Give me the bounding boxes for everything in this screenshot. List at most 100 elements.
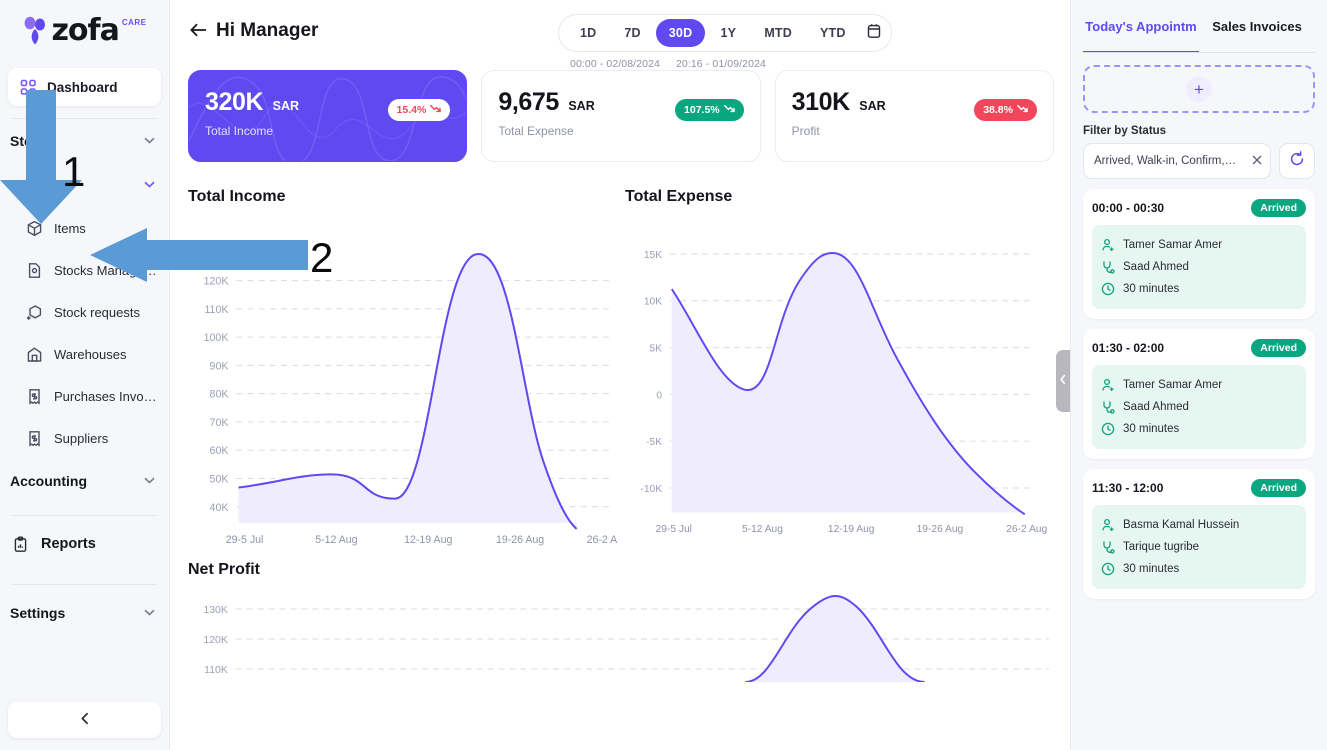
kpi-value: 9,675 bbox=[498, 88, 559, 116]
svg-text:70K: 70K bbox=[210, 417, 229, 429]
svg-text:12-19 Aug: 12-19 Aug bbox=[828, 524, 875, 535]
sidebar-item-items[interactable]: Items bbox=[0, 207, 169, 249]
receipt-icon bbox=[26, 388, 43, 405]
sidebar-group-stock[interactable]: Stock bbox=[0, 163, 169, 207]
svg-text:130K: 130K bbox=[203, 605, 227, 616]
range-7d[interactable]: 7D bbox=[624, 26, 641, 40]
trend-down-icon bbox=[723, 104, 735, 116]
chart-total-income: Total Income 120K 110K 100K 90K 8 bbox=[188, 188, 617, 547]
sidebar: zofa CARE Dashboard Store Sto bbox=[0, 0, 170, 750]
kpi-label: Total Expense bbox=[498, 124, 574, 138]
sidebar-item-label: Reports bbox=[41, 536, 96, 552]
appointment-duration: 30 minutes bbox=[1123, 423, 1180, 435]
svg-text:26-2 Aug: 26-2 Aug bbox=[1006, 524, 1047, 535]
area-line bbox=[745, 595, 925, 683]
svg-text:110K: 110K bbox=[204, 304, 228, 316]
range-1d[interactable]: 1D bbox=[580, 26, 597, 40]
sidebar-group-settings[interactable]: Settings bbox=[0, 591, 169, 635]
svg-text:-5K: -5K bbox=[646, 437, 662, 448]
range-1y[interactable]: 1Y bbox=[720, 26, 737, 40]
total-income-area-chart: 120K 110K 100K 90K 80K 70K 60K 50K 40K 2… bbox=[204, 253, 617, 546]
sidebar-group-store[interactable]: Store bbox=[0, 119, 169, 163]
appointment-doctor-row: Saad Ahmed bbox=[1101, 396, 1297, 418]
chart-title: Net Profit bbox=[188, 561, 260, 579]
brand-logo[interactable]: zofa CARE bbox=[0, 0, 169, 62]
sidebar-collapse-button[interactable] bbox=[8, 702, 161, 738]
kpi-card-total-income[interactable]: 320K SAR Total Income 15.4% bbox=[188, 70, 468, 162]
kpi-value: 320K bbox=[205, 88, 264, 116]
range-mtd[interactable]: MTD bbox=[764, 26, 792, 40]
tab-todays-appointments[interactable]: Today's Appointm bbox=[1083, 0, 1199, 52]
status-badge: 107.5% bbox=[675, 99, 744, 121]
y-axis-ticks: 130K 120K 110K bbox=[203, 605, 227, 676]
sidebar-item-suppliers[interactable]: Suppliers bbox=[0, 417, 169, 459]
brand-sup: CARE bbox=[121, 18, 147, 27]
appointment-details: Tamer Samar Amer Saad Ahmed bbox=[1092, 225, 1306, 309]
add-appointment-button[interactable]: + bbox=[1083, 65, 1315, 113]
clock-icon bbox=[1101, 422, 1115, 436]
calendar-icon[interactable] bbox=[867, 23, 881, 44]
grid-icon bbox=[20, 79, 37, 96]
appointment-patient-row: Basma Kamal Hussein bbox=[1101, 514, 1297, 536]
sidebar-group-label: Accounting bbox=[10, 473, 87, 489]
kpi-cards: 320K SAR Total Income 15.4% 9,675 SAR To… bbox=[170, 70, 1070, 162]
tab-sales-invoices[interactable]: Sales Invoices bbox=[1212, 18, 1302, 34]
close-icon[interactable] bbox=[1252, 154, 1262, 168]
kpi-card-total-expense[interactable]: 9,675 SAR Total Expense 107.5% bbox=[481, 70, 761, 162]
appointment-duration: 30 minutes bbox=[1123, 283, 1180, 295]
charts-row: Total Income 120K 110K 100K 90K 8 bbox=[170, 188, 1070, 547]
status-filter-value: Arrived, Walk-in, Confirm,… bbox=[1094, 155, 1237, 167]
doctor-name: Saad Ahmed bbox=[1123, 401, 1189, 413]
kpi-currency: SAR bbox=[568, 99, 595, 113]
refresh-button[interactable] bbox=[1279, 143, 1315, 179]
chevron-left-icon bbox=[1060, 374, 1066, 388]
y-axis-ticks: 120K 110K 100K 90K 80K 70K 60K 50K 40K bbox=[204, 276, 229, 514]
svg-text:120K: 120K bbox=[204, 276, 229, 288]
status-filter-input[interactable]: Arrived, Walk-in, Confirm,… bbox=[1083, 143, 1271, 179]
appointment-header: 00:00 - 00:30 Arrived bbox=[1092, 199, 1306, 217]
range-30d[interactable]: 30D bbox=[655, 19, 706, 47]
svg-text:0: 0 bbox=[656, 390, 662, 401]
appointment-card[interactable]: 01:30 - 02:00 Arrived Tamer Samar Amer bbox=[1083, 329, 1315, 459]
svg-text:29-5 Jul: 29-5 Jul bbox=[226, 534, 264, 546]
arrow-left-icon[interactable] bbox=[190, 22, 207, 41]
sidebar-group-accounting[interactable]: Accounting bbox=[0, 459, 169, 503]
svg-text:5-12 Aug: 5-12 Aug bbox=[742, 524, 783, 535]
sidebar-item-stock-requests[interactable]: Stock requests bbox=[0, 291, 169, 333]
chevron-down-icon bbox=[144, 476, 155, 487]
sidebar-item-reports[interactable]: Reports bbox=[0, 516, 169, 572]
sidebar-item-warehouses[interactable]: Warehouses bbox=[0, 333, 169, 375]
y-axis-ticks: 15K 10K 5K 0 -5K -10K bbox=[640, 250, 662, 495]
chart-total-expense: Total Expense 15K 10K 5K 0 -5K -10K bbox=[625, 188, 1054, 547]
sidebar-item-purchases-invoices[interactable]: Purchases Invoic… bbox=[0, 375, 169, 417]
chart-title: Total Expense bbox=[625, 188, 733, 205]
sidebar-item-label: Stock requests bbox=[54, 304, 140, 320]
panel-collapse-handle[interactable] bbox=[1056, 350, 1070, 412]
patient-name: Basma Kamal Hussein bbox=[1123, 519, 1240, 531]
appointment-header: 11:30 - 12:00 Arrived bbox=[1092, 479, 1306, 497]
topbar: Hi Manager 1D 7D 30D 1Y MTD YTD bbox=[170, 0, 1070, 70]
sidebar-item-label: Warehouses bbox=[54, 346, 127, 362]
sidebar-item-stocks-management[interactable]: Stocks Managem… bbox=[0, 249, 169, 291]
trend-down-icon bbox=[1017, 104, 1028, 116]
appointment-card[interactable]: 00:00 - 00:30 Arrived Tamer Samar Amer bbox=[1083, 189, 1315, 319]
svg-text:110K: 110K bbox=[204, 665, 228, 676]
appointment-doctor-row: Saad Ahmed bbox=[1101, 256, 1297, 278]
chart-net-profit: Net Profit 130K 120K 110K bbox=[170, 561, 1070, 683]
chevron-down-icon bbox=[144, 180, 155, 191]
kpi-card-profit[interactable]: 310K SAR Profit 38.8% bbox=[774, 70, 1054, 162]
appointment-card[interactable]: 11:30 - 12:00 Arrived Basma Kamal Hussei… bbox=[1083, 469, 1315, 599]
status-badge: 38.8% bbox=[974, 99, 1037, 121]
svg-text:90K: 90K bbox=[210, 360, 229, 372]
range-ytd[interactable]: YTD bbox=[820, 26, 846, 40]
sidebar-item-label: Suppliers bbox=[54, 430, 109, 446]
sidebar-item-dashboard[interactable]: Dashboard bbox=[8, 68, 161, 106]
refresh-icon bbox=[1289, 150, 1305, 172]
brand-name: zofa bbox=[51, 13, 119, 48]
appointment-header: 01:30 - 02:00 Arrived bbox=[1092, 339, 1306, 357]
sidebar-item-label: Dashboard bbox=[47, 79, 118, 95]
warehouse-icon bbox=[26, 346, 43, 363]
sidebar-group-label: Stock bbox=[10, 177, 49, 193]
chart-title: Total Income bbox=[188, 188, 286, 205]
filter-label: Filter by Status bbox=[1083, 125, 1167, 137]
